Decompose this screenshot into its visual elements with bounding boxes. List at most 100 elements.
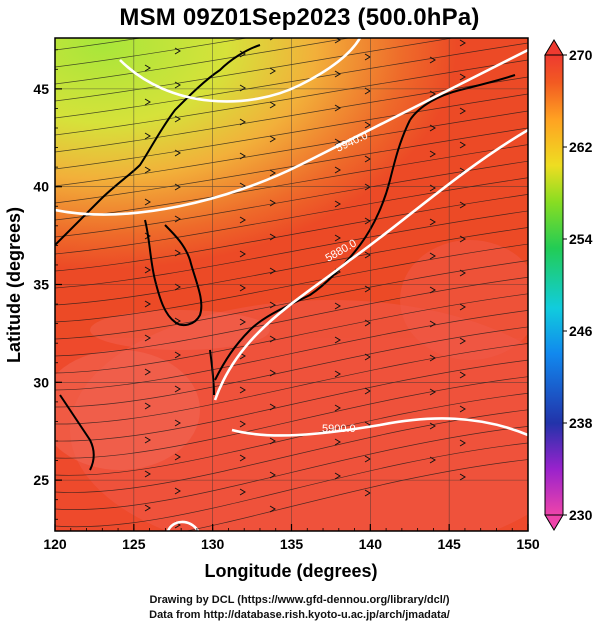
streamline-arrow xyxy=(429,422,436,430)
streamline-arrow xyxy=(334,234,341,242)
streamline-arrow xyxy=(364,183,371,191)
x-tick-label: 120 xyxy=(43,536,67,552)
streamline-arrow xyxy=(459,107,466,115)
streamline-arrow xyxy=(144,334,151,342)
streamline-arrow xyxy=(269,301,276,309)
streamline xyxy=(55,260,528,340)
streamline xyxy=(55,409,528,493)
streamline-arrow xyxy=(174,47,181,55)
streamline-arrow xyxy=(459,141,466,149)
streamline-arrow xyxy=(429,354,436,362)
streamline-arrow xyxy=(364,489,371,497)
streamline-arrow xyxy=(335,3,340,9)
streamline-arrow xyxy=(429,252,436,260)
streamline-arrow xyxy=(459,337,466,345)
streamline xyxy=(55,59,528,136)
streamline-arrow xyxy=(334,70,341,78)
streamline-arrow xyxy=(364,217,371,225)
colorbar-tick-label: 262 xyxy=(569,139,593,155)
streamline-arrow xyxy=(239,152,246,160)
streamline-arrow xyxy=(429,124,436,132)
streamline xyxy=(55,343,528,425)
streamline-arrow xyxy=(239,454,246,462)
streamline-arrow xyxy=(459,73,466,81)
streamline-arrow xyxy=(144,198,151,206)
streamline-arrow xyxy=(459,235,466,243)
streamline xyxy=(55,426,528,510)
streamline-arrow xyxy=(269,67,276,75)
streamline-arrow xyxy=(144,300,151,308)
colorbar-min-arrow xyxy=(544,514,564,531)
streamline-arrow xyxy=(239,250,246,258)
streamline-arrow xyxy=(459,269,466,277)
streamline-arrow xyxy=(144,504,151,512)
streamline-arrow xyxy=(334,370,341,378)
streamline-arrow xyxy=(364,53,371,61)
colorbar: 270 262 254 246 238 230 xyxy=(544,39,593,531)
streamline-arrow xyxy=(459,371,466,379)
streamline xyxy=(55,310,528,391)
streamline-arrow xyxy=(334,38,341,44)
streamline-arrow xyxy=(364,353,371,361)
streamline-arrow xyxy=(269,437,276,445)
streamline xyxy=(55,243,528,323)
x-tick-label: 145 xyxy=(437,536,461,552)
streamline-arrow xyxy=(174,385,181,393)
contour-label-5900: 5900.0 xyxy=(322,423,356,435)
colorbar-max-arrow xyxy=(544,39,564,56)
y-tick-label: 45 xyxy=(33,81,49,97)
streamline xyxy=(55,93,528,170)
streamline-arrow xyxy=(239,84,246,92)
streamline-arrow xyxy=(144,402,151,410)
streamline-arrow xyxy=(334,138,341,146)
x-tick-label: 135 xyxy=(280,536,304,552)
streamline-arrow xyxy=(429,184,436,192)
streamline-arrow xyxy=(144,64,151,72)
streamline-arrow xyxy=(334,200,341,208)
y-tick-label: 40 xyxy=(33,179,49,195)
streamline xyxy=(55,326,528,408)
streamline-arrow xyxy=(174,351,181,359)
streamline xyxy=(184,459,528,531)
colorbar-gradient xyxy=(544,54,564,516)
contour-line-5880 xyxy=(213,128,528,401)
streamline-arrow xyxy=(239,182,246,190)
streamline-arrow xyxy=(239,352,246,360)
footer-credit-drawing: Drawing by DCL (https://www.gfd-dennou.o… xyxy=(149,594,450,606)
streamline-arrow xyxy=(174,149,181,157)
footer-credit-data: Data from http://database.rish.kyoto-u.a… xyxy=(149,609,450,621)
streamline-arrow xyxy=(429,456,436,464)
y-axis-label: Latitude (degrees) xyxy=(4,207,24,363)
streamline-arrow xyxy=(174,215,181,223)
contour-line-5940 xyxy=(55,48,528,216)
streamline-arrow xyxy=(429,286,436,294)
streamline xyxy=(55,42,528,119)
streamline xyxy=(55,38,249,68)
streamline-arrow xyxy=(174,419,181,427)
streamline-arrow xyxy=(334,166,341,174)
streamline-arrow xyxy=(269,169,276,177)
streamline-arrow xyxy=(174,283,181,291)
streamline-arrow xyxy=(334,438,341,446)
streamline-arrow xyxy=(364,387,371,395)
streamline xyxy=(55,392,528,476)
streamline-arrow xyxy=(239,488,246,496)
streamline-arrow xyxy=(459,201,466,209)
x-tick-label: 140 xyxy=(359,536,383,552)
wind-streamlines xyxy=(55,3,528,531)
streamline-arrow xyxy=(269,369,276,377)
streamline xyxy=(55,160,528,238)
streamline-arrow xyxy=(239,318,246,326)
x-tick-label: 150 xyxy=(516,536,540,552)
streamline-arrow xyxy=(174,487,181,495)
streamline-arrow xyxy=(459,439,466,447)
y-tick-label: 25 xyxy=(33,472,49,488)
streamline-arrow xyxy=(240,17,245,23)
streamline-arrow xyxy=(459,405,466,413)
streamline-arrow xyxy=(334,472,341,480)
streamline xyxy=(55,127,528,204)
contour-line-north xyxy=(119,38,362,103)
streamline-arrow xyxy=(364,455,371,463)
streamline-arrow xyxy=(364,251,371,259)
x-axis-ticks: 120 125 130 135 140 145 150 xyxy=(43,524,540,552)
